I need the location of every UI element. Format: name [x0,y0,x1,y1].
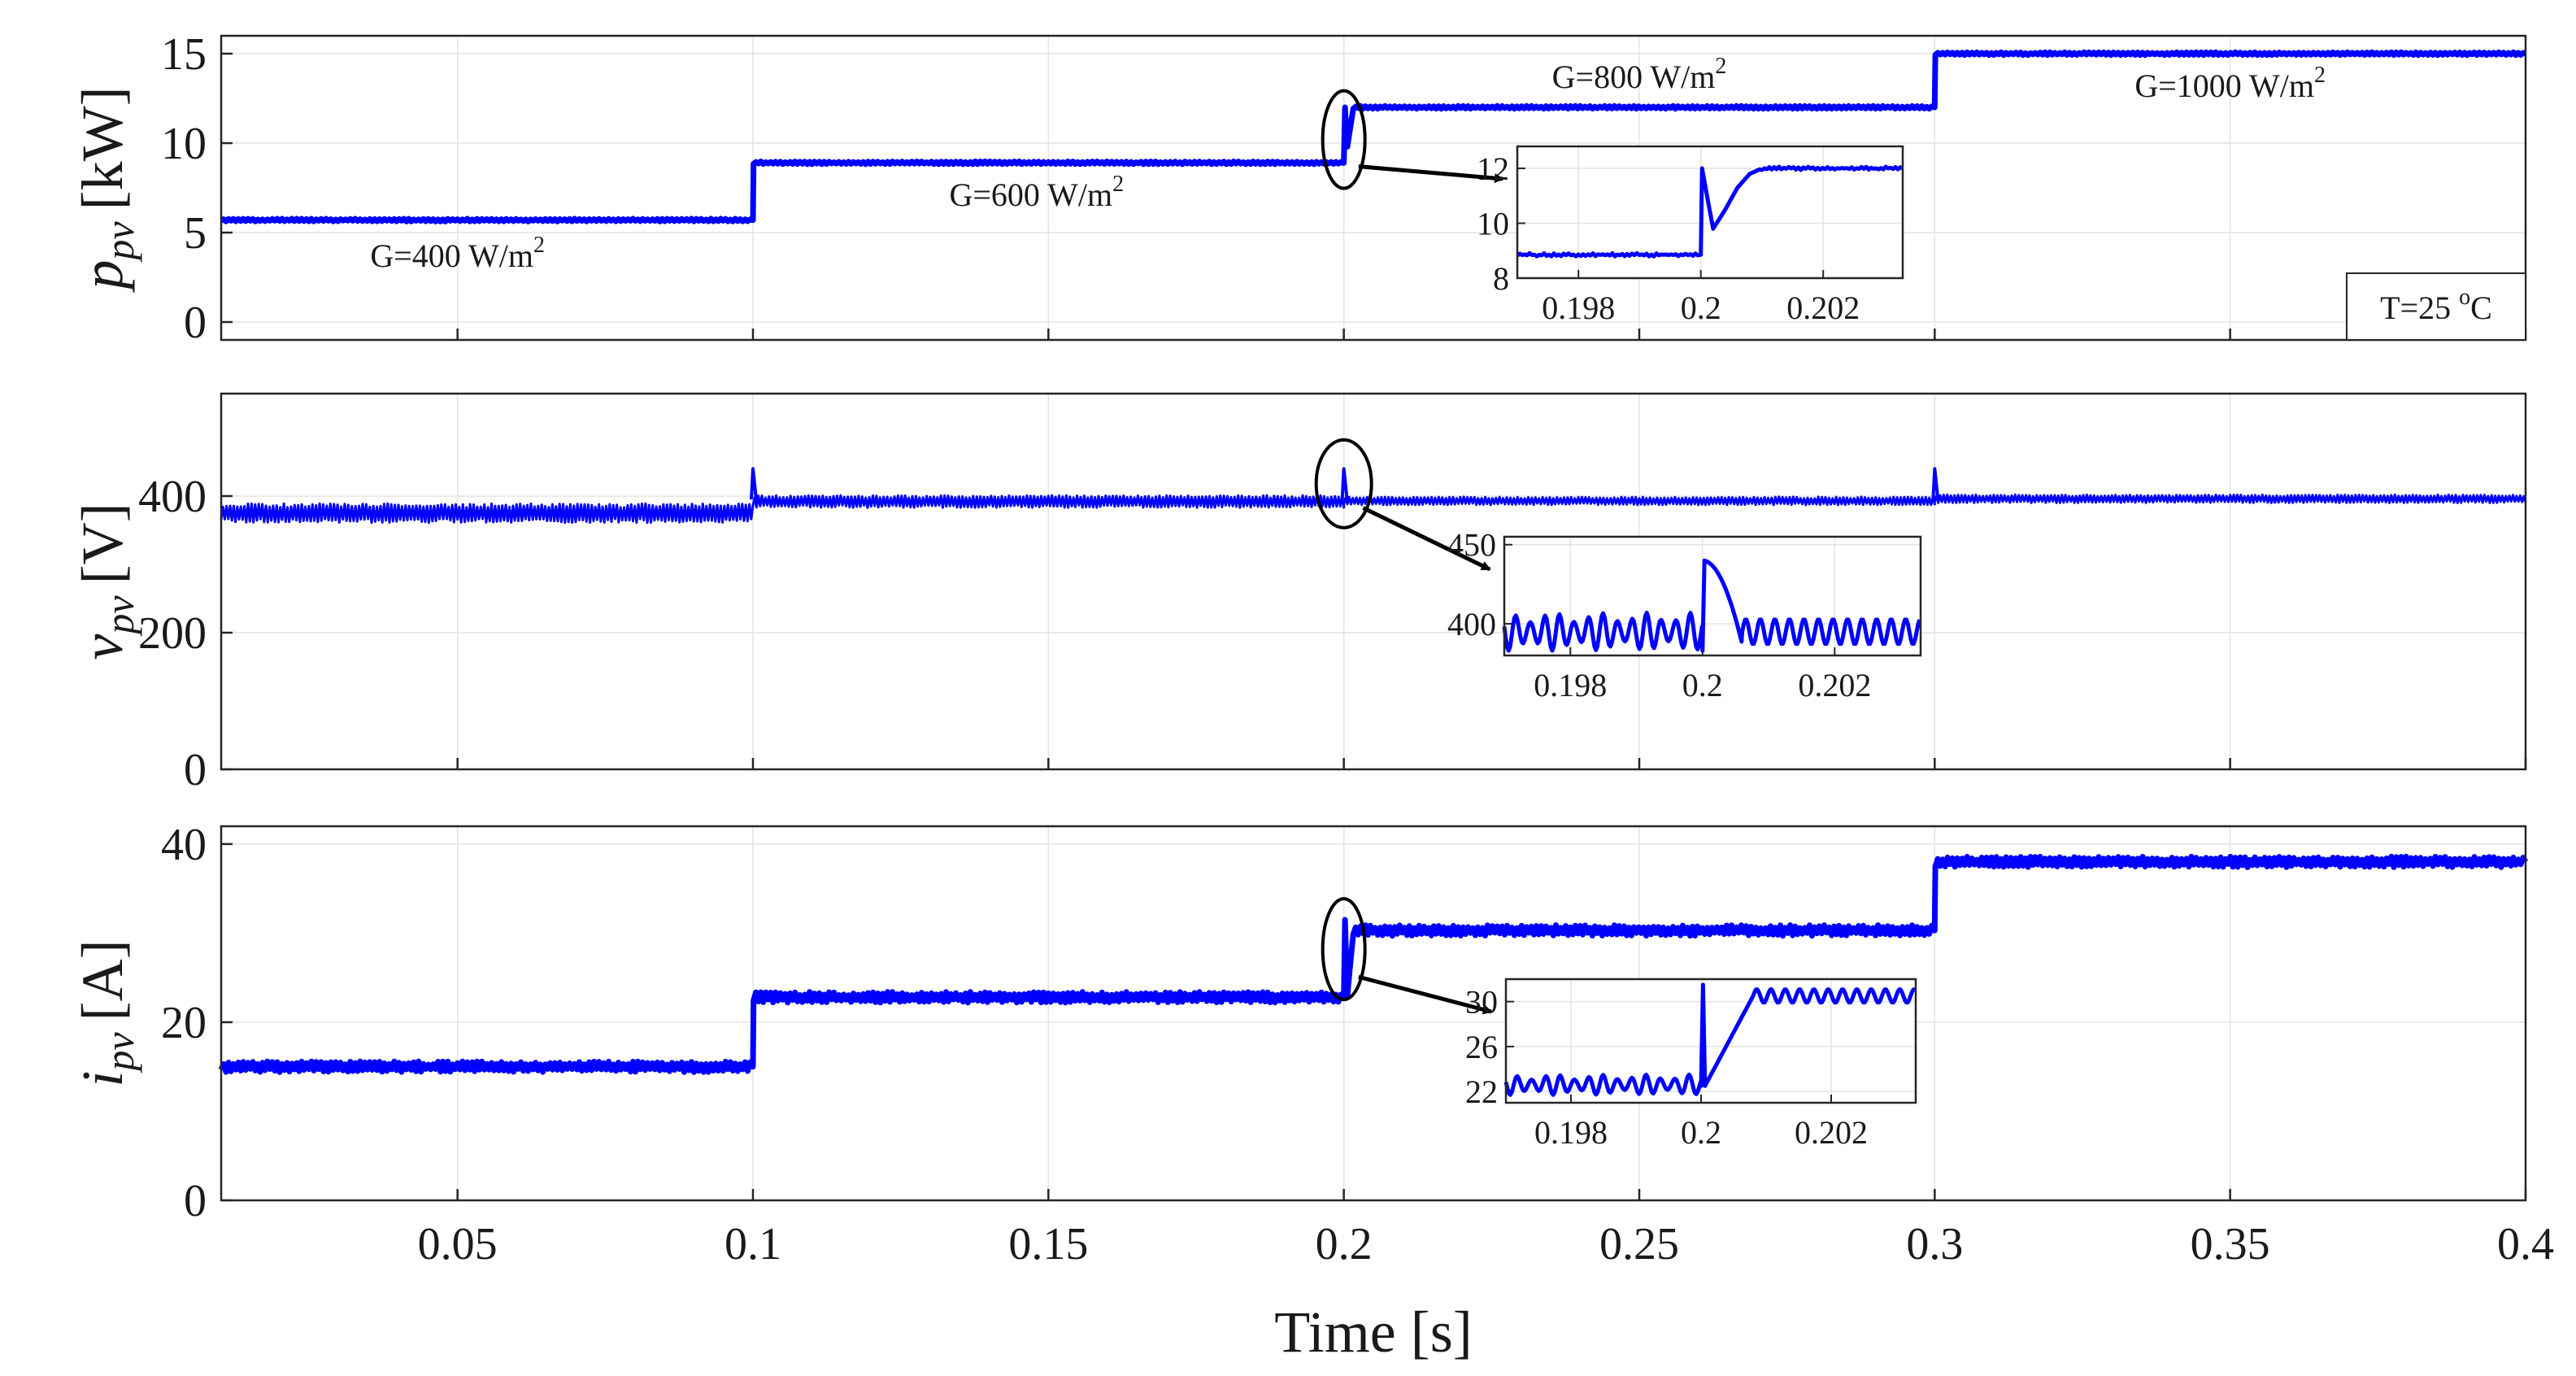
inset-x-tick-label: 0.202 [1798,667,1871,703]
axes-frame [220,392,2527,771]
panel-current: 0 20 40 0.05 0.1 0.15 0.2 0.25 0.3 0.35 0.4 ipv [A] 0… [70,820,2554,1269]
inset-y-tick-label: 12 [1477,150,1509,187]
x-tick-label: 0.15 [1008,1219,1088,1269]
inset-trace [1503,982,1916,1097]
y-tick-label: 0 [184,1176,207,1226]
x-axis-title: Time [s] [1274,1300,1472,1365]
irradiance-annotation: G=600 W/m2 [949,172,1124,213]
inset-y-tick-label: 8 [1493,260,1509,297]
panel-power: 0 5 10 15 ppv [kW] G=400 W/m2 G=600 W/m2 G=800 W… [70,29,2527,348]
inset-y-tick-label: 450 [1447,527,1496,564]
y-label-unit: [kW] [70,86,135,210]
zoom-ellipse [1314,438,1373,529]
y-label-symbol: p [70,260,135,294]
voltage-spike [1340,467,1349,500]
irradiance-annotation: G=1000 W/m2 [2134,63,2326,104]
y-label-subscript: pv [97,1032,142,1073]
y-tick-label: 20 [161,998,207,1048]
x-tick-label: 0.1 [724,1219,781,1269]
zoom-arrow [1362,506,1491,572]
inset-x-tick-label: 0.202 [1786,290,1860,326]
y-tick-label: 0 [184,745,207,795]
inset-x-tick-label: 0.202 [1795,1114,1868,1151]
inset-y-tick-label: 30 [1465,984,1498,1021]
inset-x-tick-label: 0.2 [1681,290,1721,326]
temperature-box [2346,272,2526,341]
inset-current: 0.198 0.2 0.202 22 26 30 [1465,978,1917,1151]
inset-trace [1502,558,1922,653]
voltage-spike [1931,467,1940,500]
y-axis-label: ipv [A] [70,939,142,1086]
zoom-ellipse [1321,89,1367,190]
axes-frame [220,34,2527,342]
zoom-arrow [1358,164,1504,184]
y-label-subscript: pv [97,595,142,637]
y-label-subscript: pv [97,221,142,263]
inset-x-tick-label: 0.2 [1681,1114,1721,1151]
inset-y-tick-label: 400 [1447,606,1496,642]
x-tick-label: 0.4 [2497,1219,2554,1269]
inset-frame [1504,978,1917,1104]
temperature-label: T=25 oC [2380,285,2492,326]
y-axis-label: vpv [V] [70,503,142,660]
y-tick-label: 10 [161,119,207,169]
x-tick-label: 0.35 [2191,1219,2270,1269]
inset-power: 0.198 0.2 0.202 8 10 12 [1477,145,1904,326]
axes-frame [220,825,2527,1202]
inset-x-tick-label: 0.198 [1542,290,1615,326]
panel-voltage: 0 200 400 vpv [V] 0.198 0.2 0.202 400 450 [70,392,2527,795]
y-tick-label: 400 [138,472,207,522]
y-label-unit: [A] [70,939,135,1021]
inset-trace [1516,164,1904,259]
inset-y-tick-label: 26 [1465,1029,1498,1065]
y-tick-label: 0 [184,298,207,348]
irradiance-annotation: G=400 W/m2 [370,233,545,274]
y-label-symbol: i [70,1071,135,1087]
inset-y-tick-label: 10 [1477,206,1509,242]
inset-y-tick-label: 22 [1465,1073,1498,1110]
trace-v_pv [220,493,2527,525]
x-tick-label: 0.05 [418,1219,498,1269]
inset-x-tick-label: 0.198 [1534,1114,1608,1151]
inset-frame [1516,145,1904,280]
voltage-spike [750,467,758,500]
y-tick-label: 5 [184,208,207,259]
y-tick-label: 200 [138,608,207,659]
x-tick-label: 0.2 [1316,1219,1373,1269]
inset-frame [1503,535,1922,657]
x-tick-label: 0.3 [1906,1219,1963,1269]
inset-voltage: 0.198 0.2 0.202 400 450 [1447,527,1922,703]
inset-x-tick-label: 0.198 [1534,667,1607,703]
y-label-unit: [V] [70,503,135,584]
inset-x-tick-label: 0.2 [1682,667,1723,703]
y-tick-label: 40 [161,820,207,870]
y-axis-label: ppv [kW] [70,86,142,293]
zoom-ellipse [1321,897,1367,1002]
trace-p_pv [220,49,2527,224]
x-tick-label: 0.25 [1599,1219,1679,1269]
trace-i_pv [218,853,2529,1075]
zoom-arrow [1358,974,1493,1015]
irradiance-annotation: G=800 W/m2 [1552,54,1727,95]
y-label-symbol: v [70,634,135,660]
y-tick-label: 15 [161,29,207,80]
